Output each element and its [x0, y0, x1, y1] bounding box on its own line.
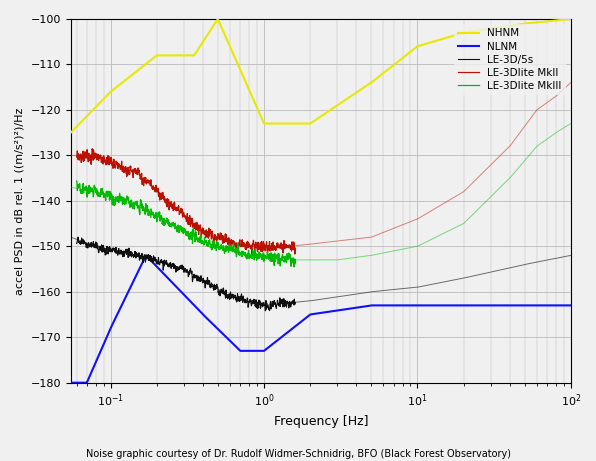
NHNM	[281, 121, 288, 126]
LE-3Dlite MkIII	[263, 255, 270, 260]
Line: LE-3Dlite MkIII: LE-3Dlite MkIII	[77, 181, 295, 267]
LE-3D/5s	[151, 257, 158, 262]
NLNM	[124, 290, 131, 296]
LE-3D/5s	[167, 261, 175, 267]
LE-3D/5s	[74, 235, 82, 240]
NHNM	[557, 17, 564, 23]
Line: NHNM: NHNM	[71, 19, 571, 133]
NHNM	[504, 24, 511, 29]
LE-3Dlite MkII	[167, 200, 175, 206]
LE-3Dlite MkIII	[151, 213, 158, 218]
LE-3Dlite MkII	[259, 246, 266, 252]
LE-3Dlite MkII	[151, 186, 158, 192]
NHNM	[67, 130, 74, 136]
NHNM	[567, 16, 575, 22]
NLNM	[557, 302, 564, 308]
LE-3D/5s	[263, 302, 271, 308]
LE-3Dlite MkIII	[167, 222, 174, 228]
LE-3D/5s	[262, 308, 269, 313]
LE-3Dlite MkIII	[291, 257, 299, 262]
Y-axis label: accel PSD in dB rel. 1 ((m/s²)²)/Hz: accel PSD in dB rel. 1 ((m/s²)²)/Hz	[15, 107, 25, 295]
NHNM	[124, 76, 131, 81]
NLNM	[567, 302, 575, 308]
Legend: NHNM, NLNM, LE-3D/5s, LE-3Dlite MkII, LE-3Dlite MkIII: NHNM, NLNM, LE-3D/5s, LE-3Dlite MkII, LE…	[454, 24, 566, 95]
LE-3D/5s	[247, 299, 254, 305]
NHNM	[154, 53, 161, 58]
LE-3Dlite MkII	[73, 154, 80, 160]
LE-3Dlite MkII	[246, 243, 253, 249]
LE-3D/5s	[73, 241, 80, 246]
LE-3D/5s	[291, 300, 299, 306]
LE-3D/5s	[259, 301, 266, 307]
LE-3Dlite MkII	[291, 251, 299, 257]
LE-3Dlite MkIII	[258, 255, 265, 261]
NHNM	[259, 118, 266, 123]
LE-3Dlite MkII	[263, 244, 271, 249]
LE-3D/5s	[246, 297, 253, 303]
X-axis label: Frequency [Hz]: Frequency [Hz]	[274, 414, 368, 427]
LE-3Dlite MkII	[291, 245, 299, 251]
Line: NLNM: NLNM	[71, 255, 571, 383]
LE-3Dlite MkII	[247, 242, 254, 248]
LE-3Dlite MkII	[89, 146, 96, 152]
NLNM	[142, 253, 150, 258]
NLNM	[504, 302, 511, 308]
NLNM	[281, 332, 288, 337]
LE-3Dlite MkIII	[73, 178, 80, 184]
Text: Noise graphic courtesy of Dr. Rudolf Widmer-Schnidrig, BFO (Black Forest Observa: Noise graphic courtesy of Dr. Rudolf Wid…	[85, 449, 511, 459]
NLNM	[67, 380, 74, 385]
LE-3Dlite MkIII	[247, 253, 254, 259]
Line: LE-3D/5s: LE-3D/5s	[77, 237, 295, 311]
NLNM	[154, 265, 162, 270]
NLNM	[259, 348, 266, 354]
LE-3Dlite MkIII	[246, 251, 253, 257]
Line: LE-3Dlite MkII: LE-3Dlite MkII	[77, 149, 295, 254]
LE-3Dlite MkIII	[290, 264, 297, 270]
